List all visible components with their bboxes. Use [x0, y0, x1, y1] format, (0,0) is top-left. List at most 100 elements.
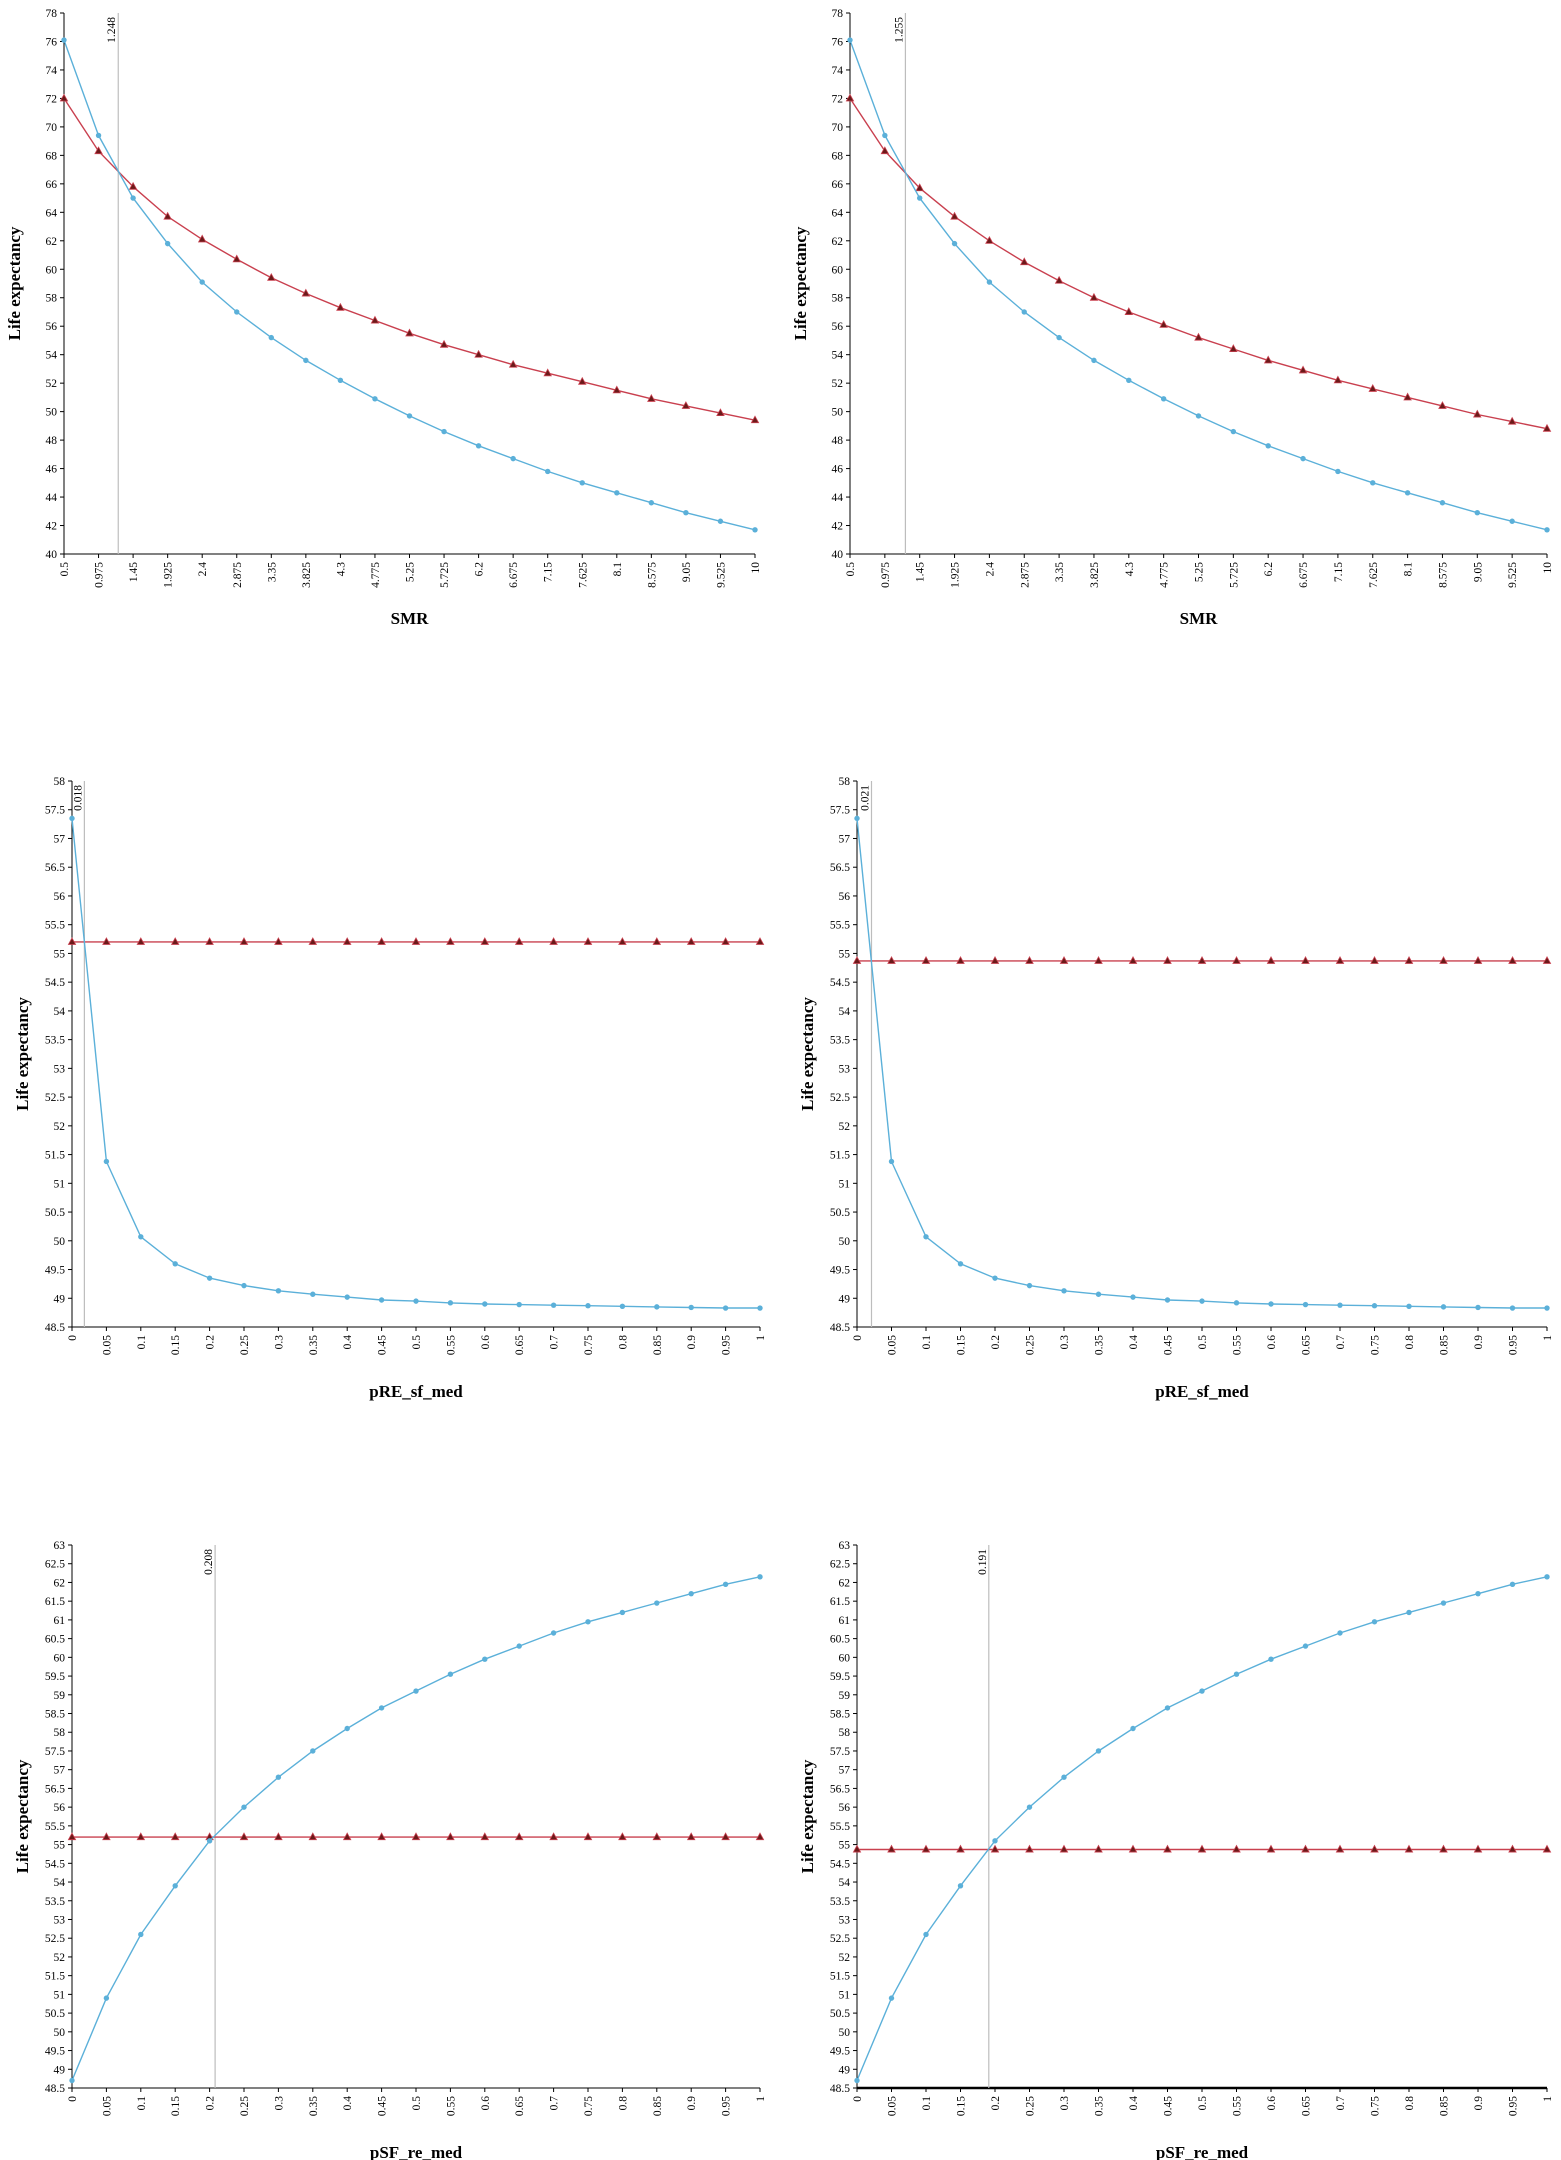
- x-tick-label: 0.5: [411, 2096, 423, 2111]
- x-tick-label: 0.55: [445, 1335, 457, 1355]
- x-tick-label: 0.8: [617, 1335, 629, 1350]
- y-tick-label: 49.5: [830, 2046, 850, 2058]
- x-tick-label: 0.5: [1197, 2096, 1209, 2111]
- series-red-point: [1368, 384, 1378, 392]
- series-red-point: [852, 1844, 862, 1853]
- y-tick-label: 62.5: [830, 1559, 850, 1571]
- y-tick-label: 49.5: [830, 1265, 850, 1277]
- x-tick-label: 0.55: [1232, 1335, 1244, 1355]
- series-red-point: [1473, 956, 1483, 964]
- series-blue-point: [1370, 480, 1376, 486]
- series-blue-point: [1233, 1671, 1240, 1677]
- x-tick-label: 10: [750, 562, 762, 574]
- series-blue-point: [234, 309, 240, 315]
- y-tick-label: 58: [839, 776, 851, 788]
- series-blue-point: [1439, 500, 1446, 506]
- series-blue-point: [1265, 443, 1271, 449]
- series-red-point: [239, 1832, 249, 1841]
- y-tick-label: 72: [832, 93, 844, 105]
- y-tick-label: 51: [54, 1989, 66, 2001]
- series-red-point: [577, 376, 587, 385]
- x-tick-label: 9.05: [1472, 562, 1484, 582]
- x-tick-label: 0.6: [480, 1335, 492, 1350]
- y-tick-label: 51.5: [45, 1150, 65, 1162]
- x-tick-label: 2.4: [984, 562, 996, 577]
- series-blue-point: [1130, 1294, 1136, 1300]
- y-tick-label: 49.5: [45, 2046, 65, 2058]
- y-tick-label: 53: [54, 1914, 66, 1926]
- series-blue-point: [1164, 1705, 1171, 1711]
- x-tick-label: 0.65: [1301, 2096, 1313, 2116]
- series-red-point: [474, 349, 483, 358]
- y-tick-label: 61: [839, 1615, 851, 1627]
- y-tick-label: 63: [839, 1540, 851, 1552]
- series-blue-point: [372, 396, 378, 402]
- y-tick-label: 51.5: [830, 1150, 850, 1162]
- series-blue-point: [957, 1261, 964, 1267]
- series-blue-point: [138, 1234, 144, 1240]
- series-blue-point: [1026, 1282, 1033, 1289]
- y-tick-label: 56.5: [45, 862, 65, 874]
- y-tick-label: 58: [54, 1727, 66, 1739]
- series-red-point: [128, 181, 138, 190]
- series-blue-point: [1302, 1643, 1309, 1649]
- series-blue-point: [1302, 1301, 1309, 1308]
- y-tick-label: 60: [46, 264, 58, 276]
- x-tick-label: 4.3: [1124, 562, 1136, 577]
- y-tick-label: 62: [46, 236, 58, 248]
- series-blue-point: [482, 1656, 488, 1662]
- y-tick-label: 56.5: [45, 1783, 65, 1795]
- x-tick-label: 0.15: [956, 2096, 968, 2116]
- x-tick-label: 5.25: [1194, 562, 1206, 582]
- chart-panel-4: 48.5 49 49.5 50 50.5 51 51.5 52 52.5 53 53.5 54 54.5…: [798, 776, 1554, 1401]
- series-red-point: [1232, 956, 1241, 964]
- series-red-point: [136, 937, 146, 945]
- x-tick-label: 0.5: [1197, 1335, 1209, 1350]
- y-tick-label: 56.5: [830, 862, 850, 874]
- x-tick-label: 0.05: [887, 2096, 899, 2116]
- series-red-point: [1370, 1844, 1379, 1853]
- x-tick-label: 0.85: [652, 2096, 664, 2116]
- series-red-point: [618, 1832, 627, 1841]
- series-red-point: [1059, 1844, 1069, 1853]
- series-red-line: [63, 98, 756, 421]
- x-tick-label: 0.2: [205, 1335, 217, 1350]
- y-tick-label: 48.5: [830, 2083, 850, 2095]
- y-tick-label: 52: [839, 1952, 851, 1964]
- series-blue-point: [722, 1581, 729, 1588]
- x-tick-label: 0.85: [1439, 2096, 1451, 2116]
- y-tick-label: 54: [832, 350, 844, 362]
- series-blue-point: [1474, 510, 1481, 516]
- series-blue-point: [103, 1158, 110, 1165]
- y-tick-label: 50: [54, 2027, 66, 2039]
- y-tick-label: 50: [839, 1236, 851, 1248]
- series-red-point: [67, 1832, 77, 1841]
- x-tick-label: 0.95: [721, 1335, 733, 1355]
- series-red-point: [342, 1832, 352, 1841]
- series-blue-point: [1406, 1303, 1412, 1310]
- x-tick-label: 0.8: [1404, 2096, 1416, 2111]
- series-red-point: [239, 937, 249, 945]
- threshold-label: 1.248: [106, 17, 118, 43]
- series-blue-point: [1440, 1600, 1447, 1606]
- series-red-point: [1163, 956, 1172, 964]
- y-tick-label: 53.5: [45, 1896, 65, 1908]
- y-tick-label: 52: [46, 378, 58, 390]
- y-tick-label: 52: [832, 378, 844, 390]
- y-tick-label: 57: [54, 1765, 66, 1777]
- series-red-point: [845, 93, 855, 102]
- series-blue-point: [1056, 334, 1062, 341]
- series-red-point: [880, 146, 890, 155]
- y-tick-label: 54: [46, 350, 58, 362]
- x-tick-label: 0.5: [845, 562, 857, 577]
- y-tick-label: 70: [832, 122, 844, 134]
- series-red-point: [956, 956, 965, 964]
- x-tick-label: 0.3: [273, 2096, 285, 2111]
- x-tick-label: 0.3: [273, 1335, 285, 1350]
- y-tick-label: 60: [54, 1652, 66, 1664]
- series-red-point: [990, 1844, 1000, 1853]
- series-blue-point: [1268, 1656, 1274, 1662]
- x-tick-label: 0.85: [1439, 1335, 1451, 1355]
- series-red-point: [755, 937, 765, 945]
- x-tick-label: 0.975: [94, 562, 106, 588]
